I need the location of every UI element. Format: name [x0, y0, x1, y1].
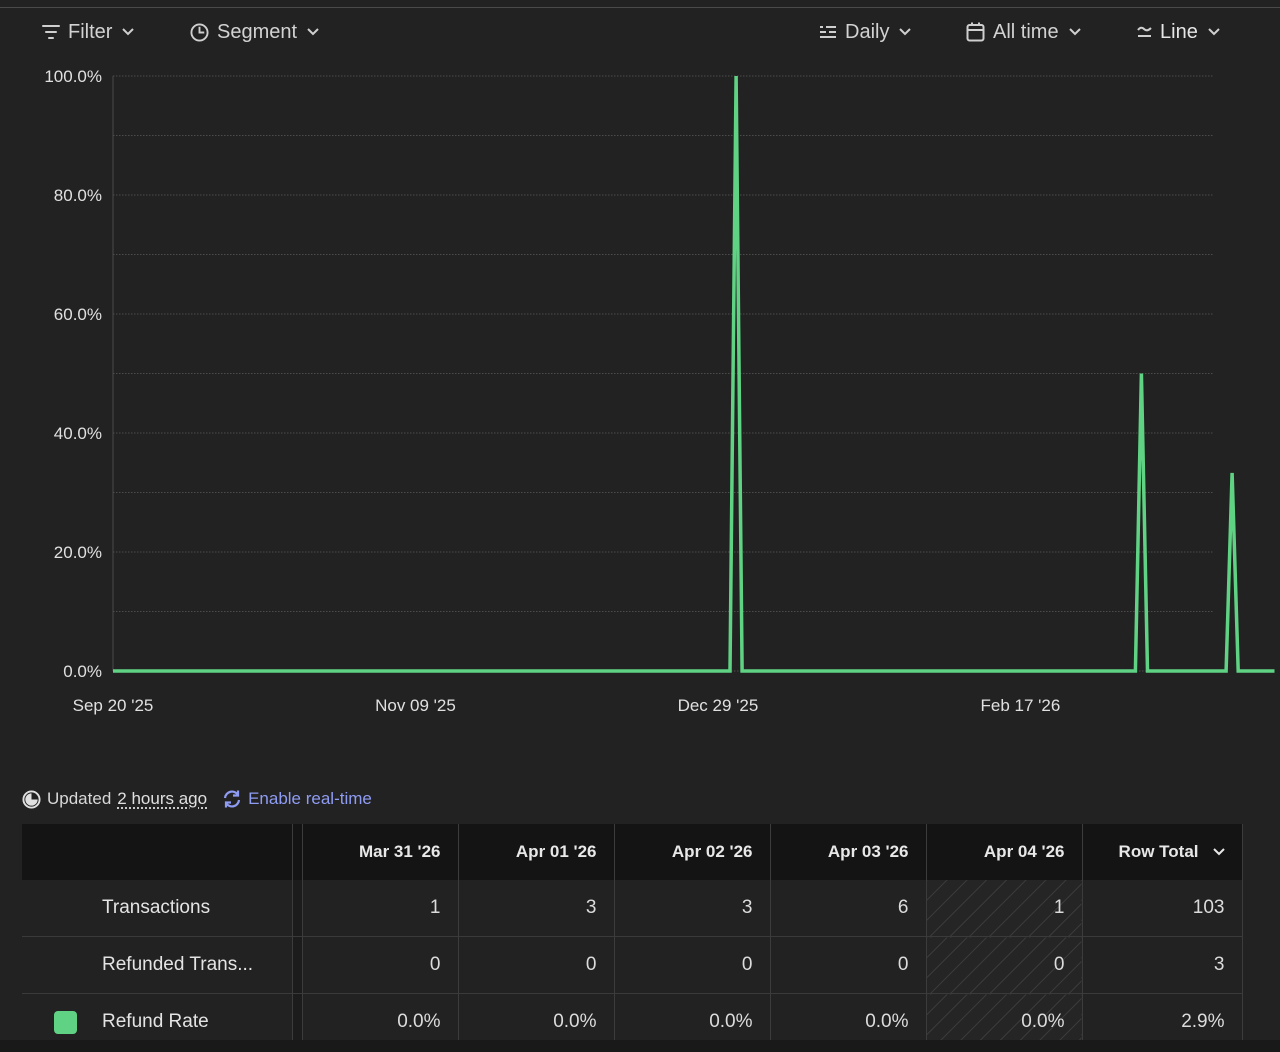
x-tick-label: Sep 20 '25	[73, 696, 154, 715]
table-cell: 0	[770, 936, 927, 994]
table-cell: 0	[614, 936, 771, 994]
column-divider	[292, 936, 303, 994]
enable-realtime-link[interactable]: Enable real-time	[221, 789, 372, 809]
x-tick-label: Nov 09 '25	[375, 696, 456, 715]
row-label: Transactions	[22, 880, 293, 937]
y-tick-label: 80.0%	[54, 186, 102, 205]
y-tick-label: 20.0%	[54, 543, 102, 562]
segment-button[interactable]: Segment	[190, 16, 319, 48]
column-header[interactable]: Mar 31 '26	[302, 824, 459, 880]
series-line[interactable]	[113, 75, 1275, 673]
column-divider	[292, 993, 303, 1050]
clock-icon	[190, 22, 209, 42]
column-header[interactable]: Apr 01 '26	[458, 824, 615, 880]
updated-prefix: Updated	[47, 789, 112, 808]
row-header-cell	[22, 824, 293, 880]
chevron-down-icon	[122, 28, 135, 36]
top-divider	[0, 7, 1280, 8]
row-total-label: Row Total	[1118, 842, 1199, 861]
calendar-icon	[966, 22, 985, 42]
refresh-status-icon	[22, 789, 41, 809]
chevron-down-icon	[1212, 848, 1225, 856]
column-divider	[292, 824, 303, 880]
updated-time: 2 hours ago	[117, 789, 208, 808]
column-header[interactable]: Apr 02 '26	[614, 824, 771, 880]
x-tick-label: Feb 17 '26	[981, 696, 1061, 715]
table-cell: 6	[770, 880, 927, 937]
row-label: Refunded Trans...	[22, 936, 293, 994]
date-range-button[interactable]: All time	[966, 16, 1081, 48]
filter-button[interactable]: Filter	[42, 16, 135, 48]
chevron-down-icon	[1208, 28, 1220, 36]
table-cell: 3	[458, 880, 615, 937]
y-tick-label: 60.0%	[54, 305, 102, 324]
interval-icon	[820, 26, 836, 38]
row-total-header[interactable]: Row Total	[1082, 824, 1243, 880]
table-header-row: Mar 31 '26 Apr 01 '26 Apr 02 '26 Apr 03 …	[22, 824, 1243, 880]
status-bar: Updated 2 hours ago Enable real-time	[22, 786, 372, 812]
filter-icon	[42, 25, 60, 39]
row-label: Refund Rate	[102, 1011, 209, 1032]
row-total-cell: 3	[1082, 936, 1243, 994]
sync-icon	[223, 790, 241, 808]
data-table: Mar 31 '26 Apr 01 '26 Apr 02 '26 Apr 03 …	[22, 824, 1243, 1050]
y-tick-label: 0.0%	[63, 662, 102, 681]
date-range-label: All time	[993, 20, 1059, 43]
bottom-edge	[0, 1040, 1280, 1052]
interval-label: Daily	[845, 20, 890, 43]
y-tick-label: 100.0%	[44, 67, 102, 86]
filter-label: Filter	[68, 20, 113, 43]
segment-label: Segment	[217, 20, 298, 43]
column-header[interactable]: Apr 03 '26	[770, 824, 927, 880]
column-divider	[292, 880, 303, 937]
table-row[interactable]: Refunded Trans... 0 0 0 0 0 3	[22, 936, 1243, 994]
y-tick-label: 40.0%	[54, 424, 102, 443]
row-total-cell: 103	[1082, 880, 1243, 937]
line-chart: 0.0% 20.0% 40.0% 60.0% 80.0% 100.0% Sep 20 '2…	[44, 67, 1275, 715]
table-cell-partial: 0	[926, 936, 1083, 994]
table-cell: 0	[458, 936, 615, 994]
table-cell: 3	[614, 880, 771, 937]
chevron-down-icon	[899, 28, 912, 36]
chart-type-label: Line	[1160, 20, 1198, 43]
table-cell-partial: 1	[926, 880, 1083, 937]
column-header[interactable]: Apr 04 '26	[926, 824, 1083, 880]
interval-button[interactable]: Daily	[819, 16, 912, 48]
series-color-swatch[interactable]	[54, 1011, 77, 1034]
table-cell: 0	[302, 936, 459, 994]
line-chart-icon	[1137, 26, 1152, 37]
enable-realtime-label: Enable real-time	[248, 789, 372, 808]
x-tick-label: Dec 29 '25	[678, 696, 759, 715]
table-row[interactable]: Transactions 1 3 3 6 1 103	[22, 880, 1243, 937]
chart-type-button[interactable]: Line	[1137, 16, 1220, 48]
table-cell: 1	[302, 880, 459, 937]
chevron-down-icon	[307, 28, 319, 36]
toolbar: Filter Segment Daily All time Line	[0, 16, 1280, 48]
chevron-down-icon	[1068, 28, 1081, 36]
